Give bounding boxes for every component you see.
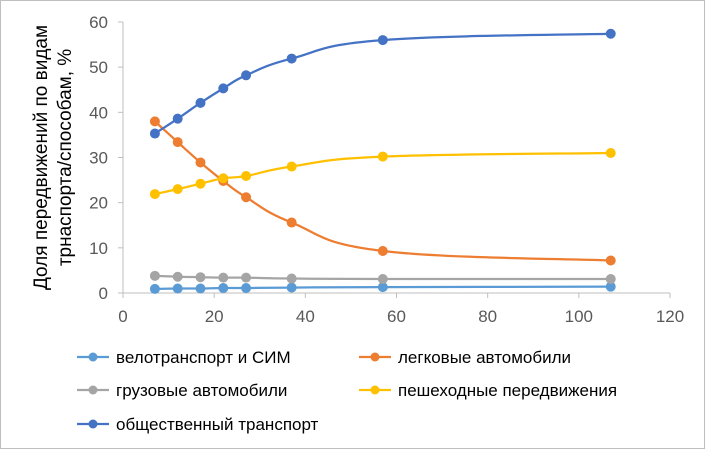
data-point — [149, 128, 160, 139]
data-point — [286, 273, 297, 284]
data-point — [605, 273, 616, 284]
legend-item: велотранспорт и СИМ — [77, 348, 291, 367]
series-group — [149, 28, 616, 294]
x-tick-label: 80 — [478, 307, 497, 326]
legend-item: грузовые автомобили — [77, 381, 287, 400]
legend-label: велотранспорт и СИМ — [116, 348, 291, 367]
x-tick-label: 120 — [656, 307, 684, 326]
data-point — [286, 53, 297, 64]
legend-item: легковые автомобили — [359, 348, 571, 367]
x-tick-label: 0 — [118, 307, 127, 326]
legend-label: грузовые автомобили — [116, 381, 287, 400]
data-point — [218, 83, 229, 94]
data-point — [195, 178, 206, 189]
data-point — [195, 97, 206, 108]
series-2 — [149, 116, 616, 266]
legend-marker — [88, 419, 98, 429]
series-4 — [149, 147, 616, 200]
y-tick-label: 10 — [89, 239, 108, 258]
y-tick-label: 0 — [99, 284, 108, 303]
axes: 0 10 20 30 40 50 60 0 20 40 60 80 100 120 — [89, 13, 684, 326]
legend-item: пешеходные передвижения — [359, 381, 617, 400]
data-point — [149, 283, 160, 294]
series-1 — [149, 281, 616, 294]
data-point — [241, 192, 252, 203]
data-point — [241, 283, 252, 294]
y-tick-label: 20 — [89, 194, 108, 213]
data-point — [172, 113, 183, 124]
legend-item: общественный транспорт — [77, 415, 319, 434]
data-point — [172, 137, 183, 148]
data-point — [149, 189, 160, 200]
legend-label: легковые автомобили — [398, 348, 571, 367]
series-line — [154, 120, 611, 262]
legend-label: пешеходные передвижения — [398, 381, 617, 400]
legend-label: общественный транспорт — [116, 415, 319, 434]
y-tick-label: 30 — [89, 149, 108, 168]
data-point — [286, 282, 297, 293]
x-tick-label: 20 — [205, 307, 224, 326]
legend-marker — [370, 385, 380, 395]
data-point — [605, 255, 616, 266]
data-point — [195, 272, 206, 283]
x-tick-label: 60 — [387, 307, 406, 326]
data-point — [377, 35, 388, 46]
data-point — [241, 70, 252, 81]
data-point — [172, 283, 183, 294]
y-tick-label: 40 — [89, 103, 108, 122]
series-3 — [149, 270, 616, 284]
data-point — [377, 151, 388, 162]
legend-marker — [370, 352, 380, 362]
data-point — [172, 271, 183, 282]
data-point — [218, 272, 229, 283]
data-point — [195, 283, 206, 294]
x-tick-label: 40 — [296, 307, 315, 326]
data-point — [149, 116, 160, 127]
y-axis-title-line: Доля передвижений по видам — [31, 25, 52, 290]
y-axis-title: Доля передвижений по видам трнаспорта/спо… — [31, 25, 76, 290]
data-point — [286, 217, 297, 228]
series-5 — [149, 28, 616, 139]
data-point — [605, 147, 616, 158]
x-tick-label: 100 — [565, 307, 593, 326]
legend-marker — [88, 352, 98, 362]
data-point — [218, 173, 229, 184]
legend: велотранспорт и СИМ легковые автомобили гр… — [77, 348, 617, 434]
legend-marker — [88, 385, 98, 395]
data-point — [149, 270, 160, 281]
data-point — [218, 283, 229, 294]
data-point — [172, 184, 183, 195]
data-point — [195, 157, 206, 168]
data-point — [241, 272, 252, 283]
data-point — [377, 245, 388, 256]
y-axis-title-line: трнаспорта/способам, % — [55, 49, 76, 266]
data-point — [377, 273, 388, 284]
data-point — [241, 171, 252, 182]
y-tick-label: 60 — [89, 13, 108, 32]
data-point — [286, 161, 297, 172]
y-tick-label: 50 — [89, 58, 108, 77]
data-point — [605, 28, 616, 39]
